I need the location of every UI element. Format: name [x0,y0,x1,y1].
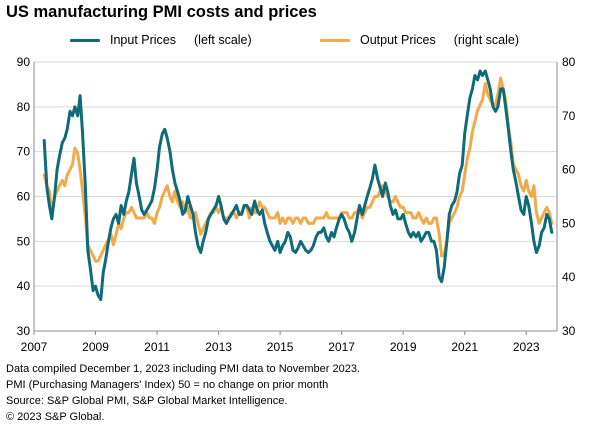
legend-scale-output-prices: (right scale) [453,33,520,47]
footnote-copyright: © 2023 S&P Global. [6,411,105,423]
footnote-data-compiled: Data compiled December 1, 2023 including… [6,363,361,375]
footnote-source: Source: S&P Global PMI, S&P Global Marke… [6,395,288,407]
series-line-output-prices [42,76,554,263]
gridlines [34,61,557,332]
legend-input-prices: Input Prices (left scale) [70,33,252,47]
x-tick-label: 2013 [205,340,232,354]
series-line-input-prices [42,69,554,302]
x-tick-label: 2019 [390,340,417,354]
legend-label-input-prices: Input Prices [110,33,177,47]
legend-swatch-input-prices [70,38,100,42]
x-tick-label: 2023 [513,340,540,354]
footnote-pmi-definition: PMI (Purchasing Managers' Index) 50 = no… [6,379,329,391]
footnotes: Data compiled December 1, 2023 including… [6,361,360,425]
chart-title: US manufacturing PMI costs and prices [6,3,317,21]
x-tick-label: 2015 [267,340,294,354]
x-tick-label: 2011 [144,340,170,354]
series-lines [42,69,554,302]
y-left-tick-label: 40 [17,279,31,293]
y-right-tick-label: 60 [562,163,576,177]
y-left-tick-label: 70 [17,145,31,159]
x-tick-label: 2007 [21,340,48,354]
y-left-tick-label: 30 [17,324,31,338]
x-tick-label: 2017 [328,340,355,354]
y-right-tick-label: 50 [562,216,576,230]
legend-output-prices: Output Prices (right scale) [320,33,519,47]
x-tick-label: 2009 [82,340,109,354]
y-right-tick-label: 70 [562,109,576,123]
y-left-tick-label: 80 [17,100,31,114]
y-left-tick-label: 90 [17,55,31,69]
legend-swatch-output-prices [320,38,350,42]
legend-scale-input-prices: (left scale) [194,33,252,47]
y-right-tick-label: 30 [562,324,576,338]
y-right-tick-label: 80 [562,55,576,69]
legend-label-output-prices: Output Prices [360,33,436,47]
y-left-tick-label: 50 [17,234,31,248]
y-right-tick-label: 40 [562,270,576,284]
axes [33,62,558,335]
y-left-tick-label: 60 [17,190,31,204]
x-tick-label: 2021 [451,340,478,354]
tick-labels: 30 40 50 60 70 80 90 30 40 50 60 70 80 2007 2009 2011 20… [17,55,576,354]
